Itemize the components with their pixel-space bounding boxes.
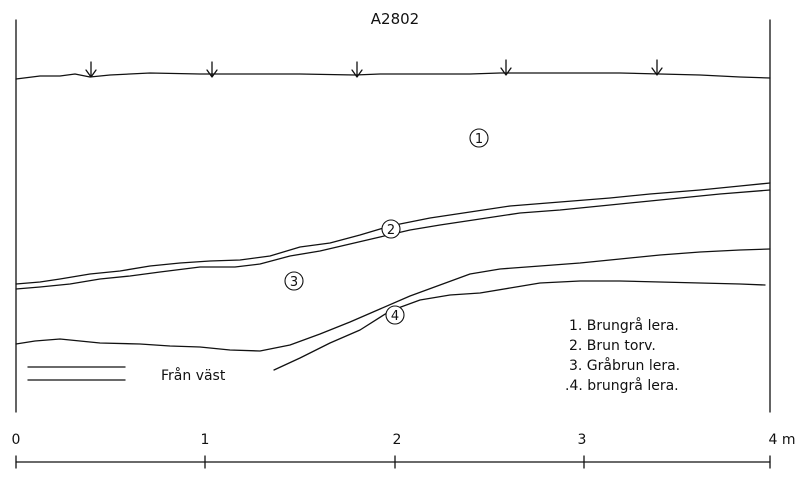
peat-layer-top-line bbox=[15, 182, 771, 285]
drawing-title: A2802 bbox=[371, 10, 419, 28]
scale-tick-label-4: 4 m bbox=[769, 432, 796, 448]
lower-clay-top-line bbox=[15, 248, 771, 352]
svg-text:4: 4 bbox=[391, 309, 399, 324]
layer-marker-1: 1 bbox=[469, 128, 489, 148]
layer-marker-3: 3 bbox=[284, 271, 304, 291]
scale-tick-label-3: 3 bbox=[578, 432, 587, 448]
legend: 1. Brungrå lera. 2. Brun torv. 3. Gråbru… bbox=[565, 317, 680, 394]
direction-label: Från väst bbox=[161, 367, 226, 384]
sample-arrow-icon bbox=[651, 59, 663, 76]
legend-item-3: 3. Gråbrun lera. bbox=[569, 357, 680, 374]
legend-item-2: 2. Brun torv. bbox=[569, 338, 656, 354]
layer-marker-2: 2 bbox=[381, 219, 401, 239]
svg-text:3: 3 bbox=[290, 275, 298, 290]
scale-bar: 0 1 2 3 4 m bbox=[12, 432, 796, 469]
sample-arrow-icon bbox=[85, 61, 97, 78]
svg-text:1: 1 bbox=[475, 132, 483, 147]
direction-indicator: Från väst bbox=[27, 366, 226, 384]
peat-layer-bottom-line bbox=[15, 189, 771, 290]
svg-text:2: 2 bbox=[387, 223, 395, 238]
sample-arrow-icon bbox=[351, 61, 363, 78]
scale-tick-label-0: 0 bbox=[12, 432, 21, 448]
sample-arrow-icon bbox=[500, 59, 512, 76]
legend-item-1: 1. Brungrå lera. bbox=[569, 317, 679, 334]
scale-tick-label-1: 1 bbox=[201, 432, 210, 448]
scale-tick-label-2: 2 bbox=[393, 432, 402, 448]
lower-clay-bottom-line bbox=[273, 280, 766, 371]
layer-marker-4: 4 bbox=[385, 305, 405, 325]
sample-arrow-icon bbox=[206, 61, 218, 78]
legend-item-4: .4. brungrå lera. bbox=[565, 377, 679, 394]
